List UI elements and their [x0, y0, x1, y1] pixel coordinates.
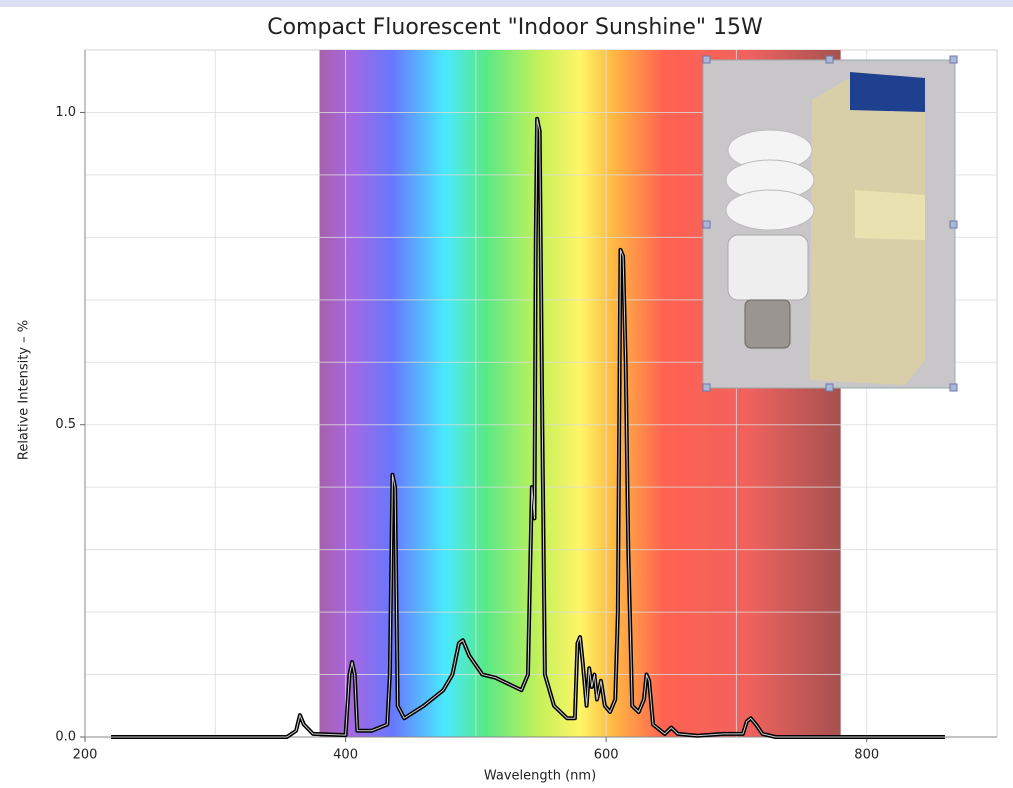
handle — [949, 55, 958, 64]
top-strip — [0, 0, 1013, 7]
x-tick-label: 400 — [333, 748, 358, 763]
x-tick-label: 200 — [73, 748, 98, 763]
bulb-coil — [725, 189, 815, 231]
handle — [702, 383, 711, 392]
x-tick-label: 800 — [854, 748, 879, 763]
handle — [825, 383, 834, 392]
handle — [949, 383, 958, 392]
chart-title: Compact Fluorescent "Indoor Sunshine" 15… — [267, 15, 763, 40]
x-tick-label: 600 — [594, 748, 619, 763]
y-tick-label: 0.0 — [55, 730, 76, 745]
y-axis-label: Relative Intensity – % — [17, 320, 32, 460]
box-panel — [855, 190, 925, 240]
handle — [825, 55, 834, 64]
handle — [702, 220, 711, 229]
spectrum-line-core — [111, 118, 945, 738]
bulb-base — [727, 234, 809, 301]
product-photo — [702, 55, 958, 392]
y-tick-label: 1.0 — [55, 105, 76, 120]
y-tick-label: 0.5 — [55, 417, 76, 432]
handle — [949, 220, 958, 229]
box-label — [850, 72, 925, 112]
x-axis-label: Wavelength (nm) — [484, 769, 596, 784]
handle — [702, 55, 711, 64]
bulb-screw — [744, 299, 791, 349]
